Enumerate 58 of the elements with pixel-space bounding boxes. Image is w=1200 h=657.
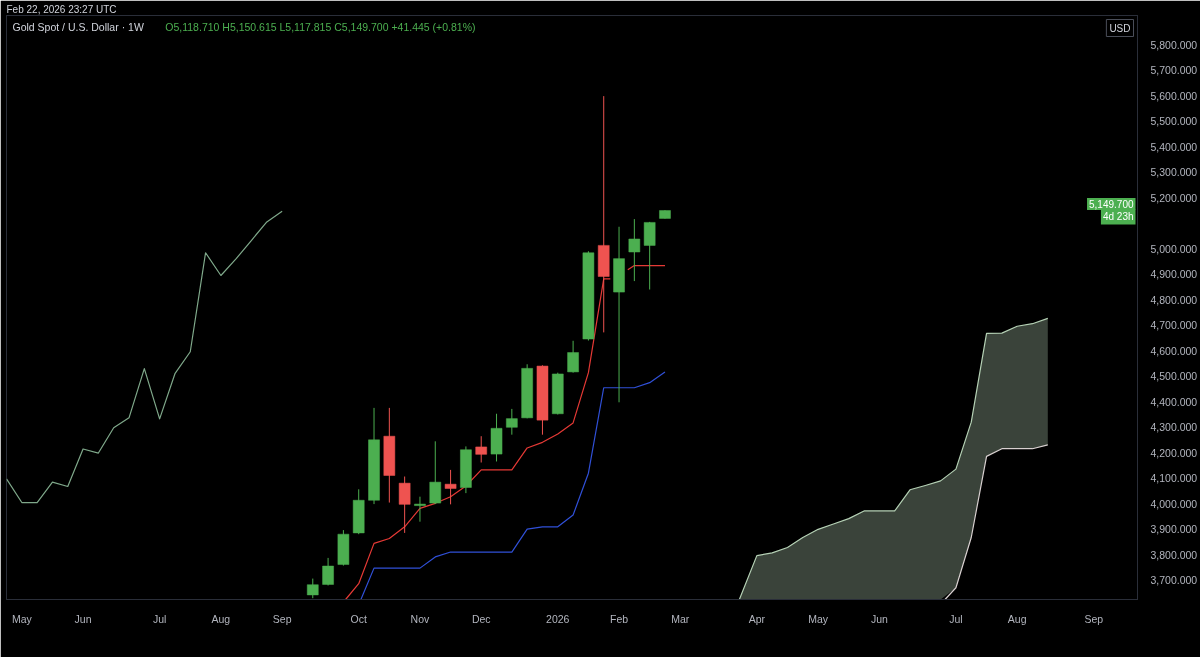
- x-tick-label: Nov: [410, 612, 431, 625]
- x-tick-label: Jun: [74, 612, 92, 625]
- candlestick: [567, 340, 579, 374]
- x-tick-label: Jul: [949, 612, 963, 625]
- x-tick-label: May: [11, 612, 33, 625]
- x-tick-label: Jul: [152, 612, 167, 625]
- candlestick: [398, 476, 411, 534]
- candlestick: [444, 469, 457, 505]
- annotation: 5,149.700: [1089, 199, 1134, 210]
- y-tick-label: 5,700.000: [1150, 64, 1198, 77]
- candlestick: [307, 578, 319, 599]
- x-tick-label: Sep: [272, 612, 292, 625]
- y-tick-label: 4,900.000: [1150, 268, 1198, 281]
- y-tick-label: 5,000.000: [1150, 242, 1198, 255]
- y-axis-title: USD: [1109, 22, 1131, 34]
- x-tick-label: Mar: [671, 612, 690, 625]
- annotation: 4d 23h: [1102, 211, 1134, 223]
- candlestick: [322, 557, 334, 586]
- x-tick-label: Feb: [609, 612, 629, 625]
- candlestick: [475, 435, 487, 463]
- y-tick-label: 4,800.000: [1150, 293, 1198, 306]
- candlestick: [628, 218, 641, 282]
- y-tick-label: 5,800.000: [1150, 38, 1198, 51]
- y-tick-label: 4,300.000: [1150, 421, 1198, 434]
- line-series: [6, 210, 283, 504]
- y-tick-label: 4,000.000: [1150, 497, 1198, 510]
- x-tick-label: Oct: [350, 612, 367, 625]
- y-tick-label: 4,400.000: [1150, 395, 1198, 408]
- y-tick-label: 4,600.000: [1150, 344, 1198, 357]
- y-tick-label: 4,700.000: [1150, 319, 1198, 332]
- x-tick-label: May: [808, 612, 829, 625]
- x-tick-label: Aug: [211, 612, 231, 625]
- y-tick-label: 5,400.000: [1150, 140, 1198, 153]
- y-tick-label: 3,800.000: [1150, 548, 1198, 561]
- y-tick-label: 5,600.000: [1150, 89, 1198, 102]
- text: O5,118.710 H5,150.615 L5,117.815 C5,149.700 +41.445 (+0.81%): [165, 20, 476, 33]
- y-tick-label: 4,100.000: [1150, 472, 1198, 485]
- x-tick-label: Sep: [1084, 612, 1104, 625]
- y-tick-label: 4,200.000: [1150, 446, 1198, 459]
- candlestick: [506, 408, 518, 436]
- x-tick-label: Apr: [748, 612, 766, 625]
- x-tick-label: 2026: [546, 612, 570, 625]
- y-tick-label: 5,300.000: [1150, 166, 1198, 179]
- candlestick: [414, 496, 426, 523]
- candlestick: [429, 440, 442, 505]
- y-tick-label: 3,900.000: [1150, 523, 1198, 536]
- candlestick: [643, 221, 656, 291]
- line-series: [360, 371, 666, 600]
- y-tick-label: 5,500.000: [1150, 115, 1198, 128]
- x-tick-label: Jun: [870, 612, 888, 625]
- text: Gold Spot / U.S. Dollar · 1W: [12, 20, 144, 33]
- y-tick-label: 3,700.000: [1150, 574, 1198, 587]
- text: Feb 22, 2026 23:27 UTC: [6, 3, 117, 15]
- x-tick-label: Aug: [1007, 612, 1027, 625]
- x-tick-label: Dec: [471, 612, 491, 625]
- y-tick-label: 5,200.000: [1150, 191, 1198, 204]
- y-tick-label: 4,500.000: [1150, 370, 1198, 383]
- line-series: [944, 444, 1049, 600]
